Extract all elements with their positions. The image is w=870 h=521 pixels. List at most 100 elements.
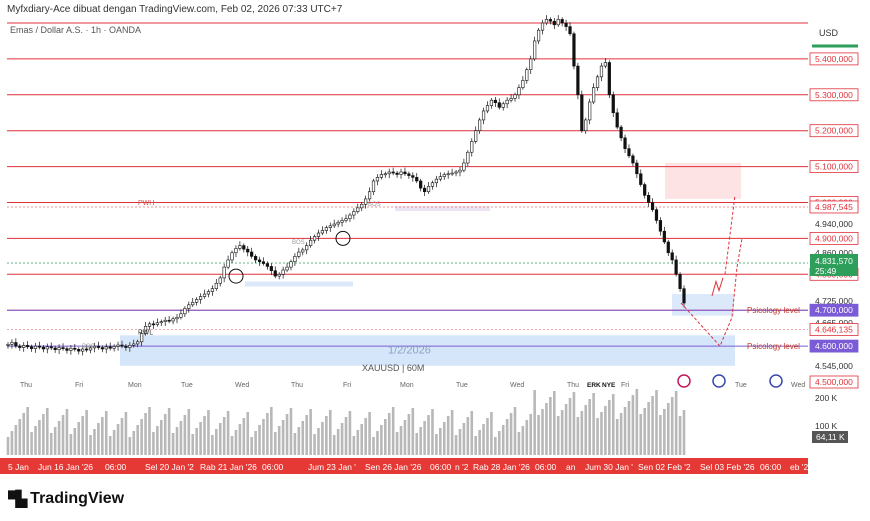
- candle-body: [371, 180, 376, 193]
- volume-bar: [266, 413, 269, 455]
- volume-bar: [560, 410, 564, 455]
- volume-bar: [270, 407, 273, 455]
- candle-body: [509, 98, 513, 101]
- volume-bar: [238, 424, 242, 455]
- candle-body: [81, 348, 85, 352]
- x-time-label: Sen 02 Feb '2: [638, 462, 691, 472]
- candle-body: [273, 270, 277, 277]
- volume-bar: [246, 412, 250, 455]
- volume-bar: [297, 427, 301, 455]
- candle-body: [22, 345, 26, 348]
- volume-bar: [588, 399, 591, 455]
- volume-bar: [301, 421, 305, 455]
- volume-bar: [258, 425, 261, 455]
- candle-body: [623, 137, 627, 149]
- volume-bar: [234, 430, 238, 455]
- volume-bar: [218, 423, 222, 455]
- candle-body: [631, 155, 635, 164]
- volume-bar: [222, 417, 226, 455]
- event-flag-icon[interactable]: [769, 374, 783, 388]
- event-flag-icon[interactable]: [712, 374, 726, 388]
- volume-bar: [199, 422, 202, 455]
- volume-bar: [250, 437, 253, 455]
- candle-body: [163, 319, 167, 322]
- candle-body: [281, 269, 285, 275]
- volume-bar: [384, 419, 387, 455]
- volume-bar: [364, 418, 367, 455]
- candle-body: [580, 94, 584, 132]
- volume-bar: [281, 420, 285, 455]
- volume-bar: [501, 425, 505, 455]
- volume-bar: [30, 432, 33, 455]
- price-axis-badge: [809, 200, 859, 214]
- candle-body: [312, 236, 317, 241]
- volume-bar: [77, 422, 81, 455]
- volume-bar: [215, 429, 218, 455]
- candle-body: [159, 321, 163, 324]
- volume-bar: [321, 422, 324, 455]
- volume-bar: [627, 401, 631, 455]
- candle-body: [242, 245, 246, 250]
- candle-body: [678, 273, 682, 289]
- x-day-label: Thu: [291, 382, 303, 389]
- candle-body: [360, 203, 364, 209]
- candle-body: [379, 174, 383, 178]
- volume-bar: [541, 409, 544, 455]
- price-axis-badge: [809, 52, 859, 66]
- price-axis-badge: [809, 303, 859, 317]
- volume-bar: [97, 423, 100, 455]
- volume-bar: [580, 411, 584, 455]
- volume-bar: [435, 434, 438, 455]
- candle-body: [391, 171, 395, 174]
- volume-bar: [407, 414, 411, 455]
- candle-body: [88, 347, 93, 351]
- volume-bar: [643, 408, 646, 455]
- volume-bar: [211, 435, 214, 455]
- price-axis-label: 4.860,000: [815, 248, 853, 258]
- pwh-label: PWH: [138, 200, 154, 207]
- x-time-label: Sel 03 Feb '26: [700, 462, 755, 472]
- candle-body: [265, 263, 269, 267]
- candle-body: [198, 296, 203, 300]
- candle-body: [505, 99, 509, 105]
- volume-bar: [356, 430, 360, 455]
- volume-bar: [352, 436, 356, 455]
- candle-body: [104, 346, 108, 350]
- volume-bar: [427, 415, 430, 455]
- volume-bar: [273, 432, 277, 455]
- candle-body: [654, 209, 659, 221]
- volume-current-badge: [812, 431, 848, 443]
- breakout-circle: [228, 268, 244, 284]
- candle-body: [53, 347, 57, 350]
- volume-bar: [49, 433, 53, 455]
- candle-body: [140, 333, 144, 343]
- zigzag-path: [711, 277, 724, 296]
- volume-bar: [10, 431, 14, 455]
- candle-body: [615, 112, 619, 128]
- candle-body: [603, 62, 607, 67]
- volume-bar: [482, 424, 485, 455]
- event-flag-icon[interactable]: [677, 374, 691, 388]
- symbol-info[interactable]: Emas / Dollar A.S. · 1h · OANDA: [10, 25, 142, 35]
- time-axis-bar: [0, 458, 808, 474]
- price-axis-badge: [809, 323, 859, 336]
- candle-body: [485, 105, 490, 112]
- volume-bar: [156, 426, 159, 455]
- x-time-label: eb '2: [790, 462, 808, 472]
- tradingview-logo-icon: ▀▙: [8, 491, 27, 508]
- price-axis-label: 4.545,000: [815, 361, 853, 371]
- volume-bar: [144, 413, 147, 455]
- pwl-label: PWL: [138, 330, 153, 337]
- candle-body: [592, 87, 596, 103]
- candle-body: [18, 345, 22, 348]
- volume-bar: [262, 419, 265, 455]
- volume-bar: [163, 414, 167, 455]
- volume-bar: [285, 414, 289, 455]
- candle-body: [187, 304, 191, 309]
- candle-body: [375, 177, 380, 182]
- candle-body: [332, 223, 336, 227]
- candle-body: [100, 347, 104, 350]
- volume-bar: [22, 413, 26, 455]
- candle-body: [399, 171, 403, 175]
